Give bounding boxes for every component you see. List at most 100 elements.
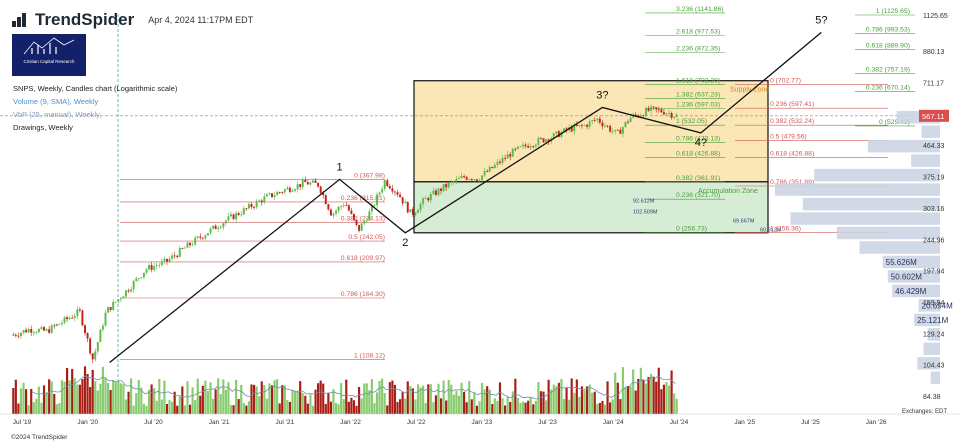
candle-body	[230, 214, 232, 217]
candle-body	[583, 124, 586, 126]
volume-bar	[337, 404, 340, 414]
fib-ext-right-label-3: 0.382 (757.19)	[866, 66, 910, 73]
volume-bar	[370, 379, 373, 414]
volume-bar	[81, 379, 84, 414]
volume-bar	[201, 385, 204, 414]
volume-bar	[109, 389, 112, 414]
volume-bar	[283, 385, 286, 414]
exchange-note: Exchanges: EDT	[902, 409, 948, 415]
volume-bar	[568, 399, 571, 414]
legend-volume[interactable]: Volume (9, SMA), Weekly	[13, 97, 99, 106]
candle-body	[381, 188, 384, 193]
candle-body	[488, 166, 491, 172]
vbp-label: 25.121M	[917, 316, 948, 325]
volume-bar	[527, 400, 530, 414]
candle-body	[291, 190, 294, 192]
volume-bar	[486, 386, 489, 414]
volume-bar	[76, 384, 79, 414]
volume-bar	[137, 380, 140, 414]
candle-body	[386, 180, 389, 186]
volume-bar	[626, 385, 630, 414]
volume-bar	[450, 384, 453, 414]
volume-bar	[114, 382, 117, 414]
volume-bar	[396, 401, 399, 414]
candle-body	[255, 201, 258, 208]
candle-body	[89, 338, 92, 354]
candle-body	[296, 184, 299, 190]
x-tick-label: Jan '22	[340, 419, 361, 426]
candle-body	[212, 225, 215, 229]
candle-body	[117, 299, 120, 302]
volume-bar	[363, 383, 366, 414]
candle-body	[168, 258, 171, 262]
inner-vbp-label: 60.812M	[760, 228, 782, 234]
volume-bar	[532, 404, 535, 414]
x-tick-label: Jan '21	[209, 419, 230, 426]
volume-bar	[439, 398, 443, 414]
volume-bar	[286, 399, 289, 414]
volume-bar	[593, 391, 596, 414]
candle-body	[452, 181, 455, 183]
candle-body	[565, 128, 568, 131]
volume-bar	[429, 384, 432, 414]
candle-body	[119, 298, 122, 300]
copyright: ©2024 TrendSpider	[11, 434, 68, 441]
x-tick-label: Jan '25	[734, 419, 755, 426]
candle-body	[53, 325, 56, 327]
y-tick-label: 375.19	[923, 175, 945, 182]
candle-body	[598, 118, 601, 123]
y-tick-label: 84.38	[923, 394, 941, 401]
x-tick-label: Jan '26	[866, 419, 887, 426]
volume-bar	[132, 405, 135, 414]
candle-body	[527, 146, 530, 148]
volume-bar	[665, 382, 668, 414]
candle-body	[76, 309, 79, 317]
candle-body	[639, 115, 642, 117]
volume-bar	[383, 393, 386, 414]
volume-bar	[434, 395, 438, 414]
y-tick-label: 244.96	[923, 237, 945, 244]
candle-body	[532, 146, 535, 147]
candle-body	[94, 351, 97, 360]
fib-ext-mid-label-3: 1.618 (702.20)	[676, 77, 720, 84]
volume-bar	[575, 379, 578, 414]
legend-drawings[interactable]: Drawings, Weekly	[13, 123, 73, 132]
candle-body	[242, 208, 245, 215]
volume-bar	[414, 399, 417, 414]
fib-ext-mid-label-11: 0 (256.73)	[676, 225, 707, 232]
volume-bar	[355, 405, 358, 414]
candle-body	[107, 307, 110, 313]
volume-bar	[639, 367, 642, 414]
volume-bar	[86, 373, 89, 414]
candle-body	[491, 166, 494, 169]
publisher-logo-text: Cristian Capital Research	[23, 59, 75, 64]
volume-bar	[327, 392, 330, 414]
legend-vbp[interactable]: VbP (25, manual), Weekly,	[13, 110, 102, 119]
candle-body	[125, 290, 127, 297]
legend-title[interactable]: SNPS, Weekly, Candles chart (Logarithmic…	[13, 84, 178, 93]
candle-body	[445, 184, 448, 188]
volume-bar	[222, 379, 225, 414]
volume-bar	[296, 390, 299, 414]
volume-bar	[555, 386, 558, 414]
volume-bar	[255, 386, 258, 414]
candle-body	[591, 120, 594, 122]
x-tick-label: Jul '20	[144, 419, 163, 426]
candle-body	[96, 342, 99, 352]
volume-bar	[96, 390, 99, 414]
volume-bar	[514, 378, 517, 414]
fib-main-label-1: 0.786 (164.30)	[341, 291, 385, 298]
y-tick-label: 711.17	[923, 81, 944, 88]
volume-bar	[291, 389, 294, 414]
volume-bar	[588, 384, 591, 414]
candle-body	[122, 296, 125, 299]
y-tick-label: 303.16	[923, 206, 945, 213]
candle-body	[43, 327, 45, 331]
volume-bar	[570, 378, 573, 414]
volume-bar	[506, 396, 509, 414]
fib-ext-mid-label-5: 1.236 (597.03)	[676, 101, 720, 108]
candle-body	[84, 325, 86, 334]
volume-bar	[375, 392, 379, 414]
vbp-label: 50.602M	[891, 273, 922, 282]
volume-bar	[127, 391, 130, 414]
